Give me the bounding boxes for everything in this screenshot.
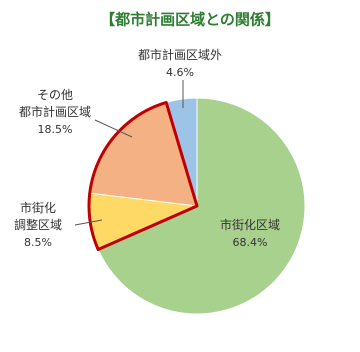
value-label: 68.4% (233, 236, 268, 249)
pie-slice (97, 97, 306, 315)
value-label: 8.5% (24, 236, 52, 249)
slices (88, 97, 306, 315)
leader-line (94, 119, 133, 138)
leader-line (74, 219, 103, 226)
value-label: 18.5% (38, 123, 73, 136)
highlight-outline (87, 100, 199, 252)
slice-label: 市街化区域 (220, 217, 280, 232)
slice-label: 都市計画区域外 (138, 47, 222, 62)
slice-label: その他都市計画区域 (19, 88, 91, 119)
value-label: 4.6% (166, 66, 194, 79)
slice-label: 市街化調整区域 (14, 200, 62, 232)
chart-title: 【都市計画区域との関係】 (100, 11, 280, 29)
